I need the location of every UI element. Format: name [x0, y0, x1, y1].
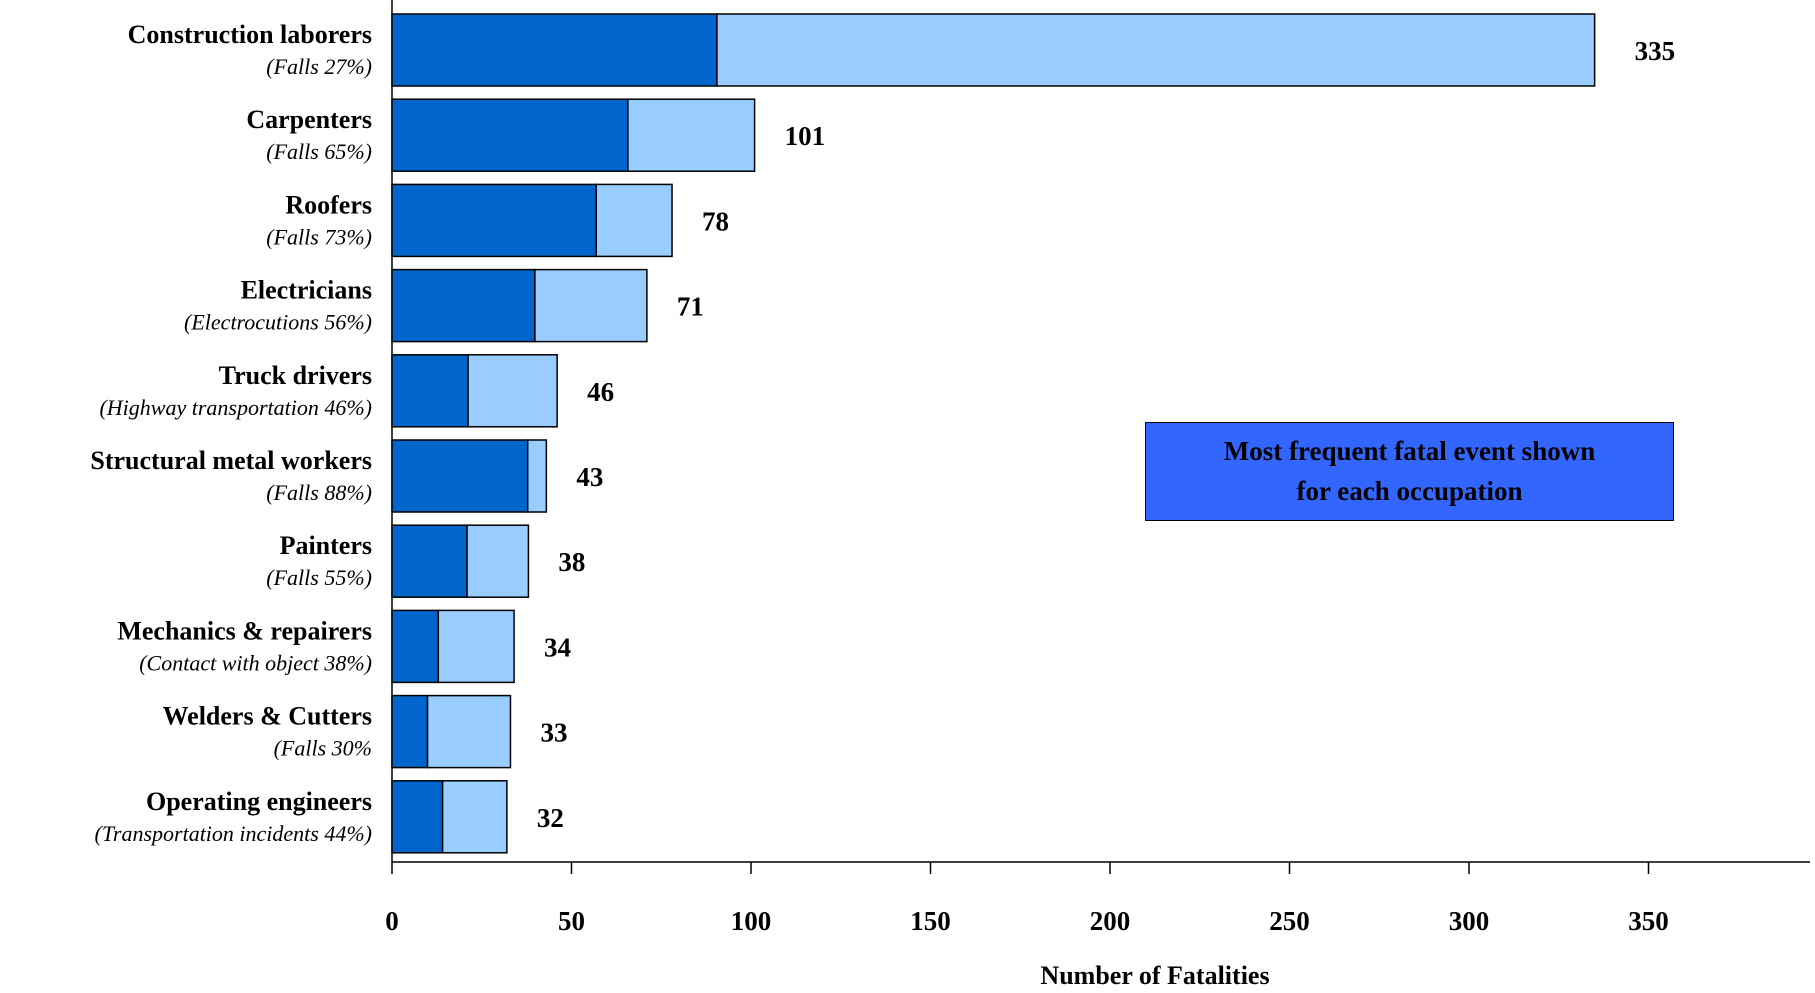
x-tick-label: 250 [1269, 906, 1310, 936]
bar-value-label: 32 [537, 803, 564, 833]
category-label: Structural metal workers [90, 446, 372, 475]
category-note: (Falls 88%) [266, 480, 372, 505]
category-label: Truck drivers [219, 361, 372, 390]
category-note: (Falls 55%) [266, 565, 372, 590]
bar-segment-other [441, 780, 508, 854]
bar-segment-other [627, 98, 756, 172]
category-note: (Highway transportation 46%) [99, 395, 372, 420]
bar-segment-other [526, 439, 548, 513]
x-tick-label: 0 [385, 906, 399, 936]
bar-value-label: 43 [576, 462, 603, 492]
category-note: (Falls 30% [274, 736, 372, 761]
x-axis-label: Number of Fatalities [1040, 961, 1269, 990]
bar-segment-primary [391, 354, 469, 428]
x-axis-ticks: 0 50 100 150 200 250 300 350 [385, 862, 1669, 936]
bar-segment-primary [391, 609, 440, 684]
category-label: Carpenters [246, 105, 372, 134]
x-tick-label: 150 [910, 906, 951, 936]
chart-bars [391, 13, 1596, 854]
bar-segment-other [437, 609, 515, 684]
bar-segment-other [716, 13, 1596, 87]
x-tick-label: 350 [1628, 906, 1669, 936]
category-label: Welders & Cutters [163, 702, 372, 731]
bar-value-label: 33 [540, 718, 567, 748]
bar-segment-primary [391, 439, 529, 513]
bar-value-label: 34 [544, 632, 571, 662]
value-labels: 335 101 78 71 46 43 38 34 33 32 [537, 36, 1675, 833]
category-note: (Electrocutions 56%) [184, 310, 372, 335]
x-tick-label: 100 [731, 906, 772, 936]
category-note: (Transportation incidents 44%) [95, 821, 372, 846]
category-label: Electricians [241, 276, 372, 305]
bar-value-label: 46 [587, 377, 614, 407]
x-tick-label: 50 [558, 906, 585, 936]
category-label: Roofers [285, 190, 372, 219]
bar-segment-primary [391, 268, 536, 343]
bar-segment-primary [391, 13, 718, 87]
annotation-box: Most frequent fatal event shown for each… [1145, 422, 1674, 521]
bar-value-label: 71 [677, 292, 704, 322]
bar-segment-other [466, 524, 530, 598]
bar-segment-other [595, 183, 673, 258]
bar-value-label: 78 [702, 206, 729, 236]
category-label: Mechanics & repairers [117, 616, 372, 645]
bar-value-label: 335 [1635, 36, 1676, 66]
category-label: Construction laborers [128, 20, 372, 49]
bar-segment-primary [391, 183, 598, 258]
category-label: Painters [280, 531, 372, 560]
category-note: (Falls 73%) [266, 224, 372, 249]
bar-segment-primary [391, 524, 468, 598]
annotation-text: Most frequent fatal event shown for each… [1223, 436, 1596, 506]
category-note: (Contact with object 38%) [139, 650, 372, 675]
bar-segment-primary [391, 694, 429, 769]
category-labels: Construction laborers (Falls 27%) Carpente… [90, 20, 372, 846]
bar-segment-other [426, 694, 512, 769]
bar-segment-other [534, 268, 648, 343]
bar-value-label: 38 [558, 547, 585, 577]
bar-segment-primary [391, 98, 629, 172]
category-note: (Falls 27%) [266, 54, 372, 79]
category-note: (Falls 65%) [266, 139, 372, 164]
bar-segment-other [467, 354, 558, 428]
x-tick-label: 200 [1090, 906, 1131, 936]
category-label: Operating engineers [146, 787, 372, 816]
bar-value-label: 101 [785, 121, 826, 151]
x-tick-label: 300 [1449, 906, 1490, 936]
bar-segment-primary [391, 780, 444, 854]
